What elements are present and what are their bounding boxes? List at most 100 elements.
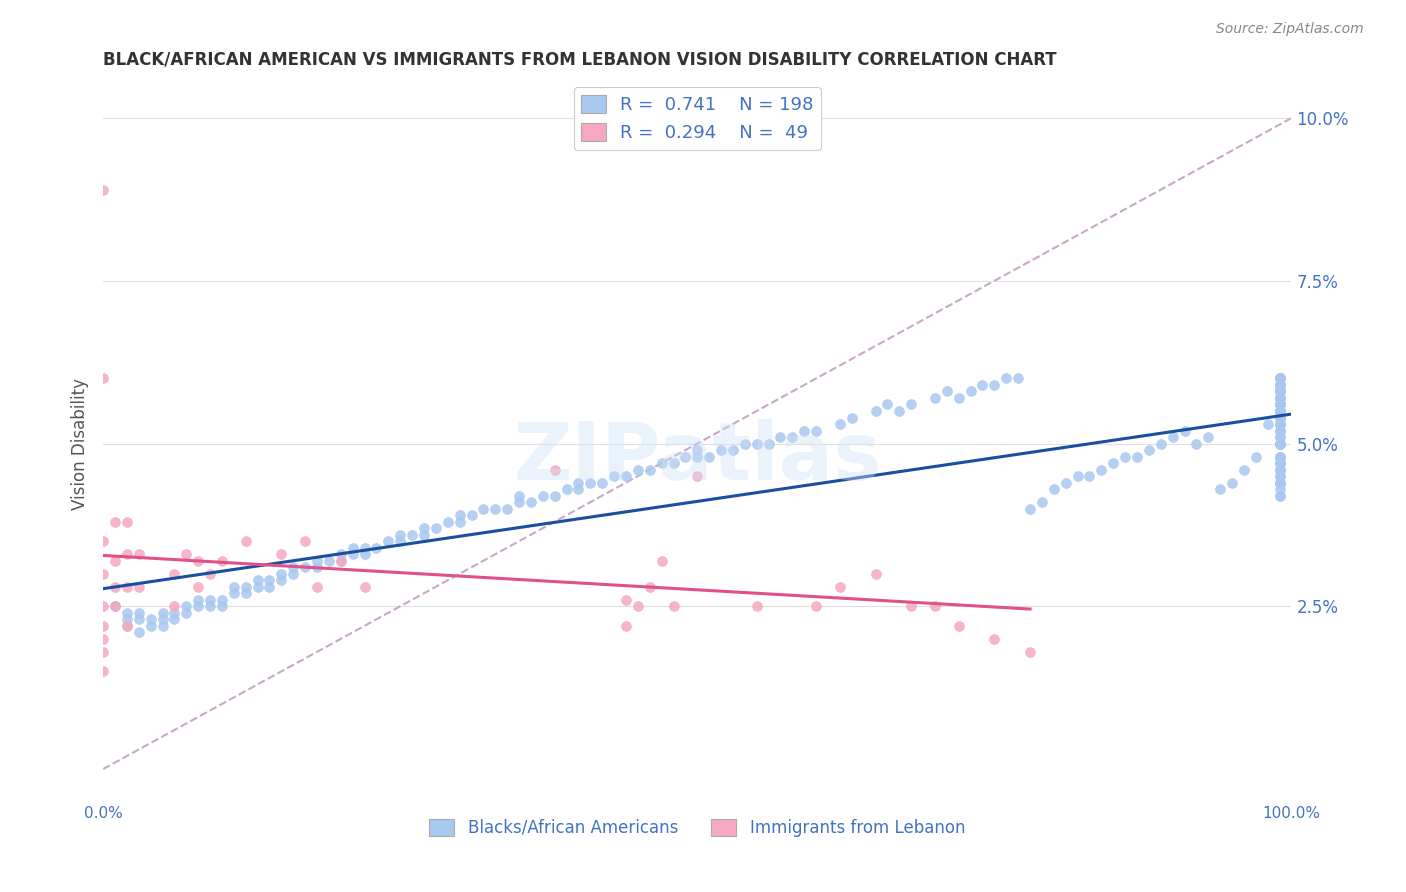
Point bbox=[1268, 469, 1291, 483]
Point bbox=[1268, 456, 1291, 470]
Point bbox=[948, 619, 970, 633]
Point bbox=[614, 592, 637, 607]
Point bbox=[769, 430, 792, 444]
Point bbox=[1019, 501, 1042, 516]
Point bbox=[222, 580, 245, 594]
Point bbox=[1268, 410, 1291, 425]
Point bbox=[1268, 378, 1291, 392]
Point bbox=[782, 430, 804, 444]
Point bbox=[900, 397, 922, 411]
Point bbox=[294, 534, 316, 549]
Point bbox=[449, 515, 471, 529]
Point bbox=[128, 612, 150, 626]
Point bbox=[686, 450, 709, 464]
Point bbox=[1268, 404, 1291, 418]
Point bbox=[1268, 436, 1291, 450]
Point bbox=[1078, 469, 1101, 483]
Point bbox=[115, 515, 138, 529]
Point bbox=[235, 534, 257, 549]
Point bbox=[1268, 397, 1291, 411]
Point bbox=[638, 580, 661, 594]
Point bbox=[1268, 397, 1291, 411]
Point bbox=[793, 424, 815, 438]
Point bbox=[1268, 397, 1291, 411]
Point bbox=[1268, 475, 1291, 490]
Point bbox=[104, 580, 127, 594]
Point bbox=[1268, 456, 1291, 470]
Point bbox=[924, 391, 946, 405]
Point bbox=[1257, 417, 1279, 431]
Point bbox=[1209, 482, 1232, 496]
Point bbox=[697, 450, 720, 464]
Point bbox=[828, 580, 851, 594]
Point bbox=[163, 612, 186, 626]
Point bbox=[865, 404, 887, 418]
Point bbox=[1268, 475, 1291, 490]
Point bbox=[1268, 404, 1291, 418]
Point bbox=[139, 612, 162, 626]
Point bbox=[187, 580, 209, 594]
Point bbox=[627, 599, 650, 614]
Point bbox=[389, 527, 412, 541]
Point bbox=[1268, 482, 1291, 496]
Point bbox=[259, 574, 281, 588]
Point bbox=[377, 534, 399, 549]
Point bbox=[198, 599, 221, 614]
Point bbox=[1268, 436, 1291, 450]
Point bbox=[1268, 462, 1291, 476]
Y-axis label: Vision Disability: Vision Disability bbox=[72, 377, 89, 509]
Point bbox=[1268, 489, 1291, 503]
Point bbox=[1268, 450, 1291, 464]
Point bbox=[1054, 475, 1077, 490]
Point bbox=[176, 606, 198, 620]
Point bbox=[614, 469, 637, 483]
Point bbox=[163, 599, 186, 614]
Point bbox=[1268, 417, 1291, 431]
Point bbox=[1268, 475, 1291, 490]
Point bbox=[211, 599, 233, 614]
Point bbox=[472, 501, 495, 516]
Point bbox=[1268, 417, 1291, 431]
Point bbox=[1173, 424, 1195, 438]
Point bbox=[176, 547, 198, 561]
Point bbox=[614, 619, 637, 633]
Point bbox=[104, 599, 127, 614]
Point bbox=[745, 436, 768, 450]
Point bbox=[662, 456, 685, 470]
Point bbox=[1268, 371, 1291, 385]
Point bbox=[283, 560, 305, 574]
Point bbox=[115, 619, 138, 633]
Point bbox=[1268, 371, 1291, 385]
Point bbox=[353, 541, 375, 555]
Point bbox=[1197, 430, 1219, 444]
Point bbox=[1268, 489, 1291, 503]
Point bbox=[935, 384, 957, 399]
Point bbox=[211, 592, 233, 607]
Point bbox=[91, 566, 114, 581]
Point bbox=[1114, 450, 1136, 464]
Point bbox=[1268, 410, 1291, 425]
Point bbox=[91, 183, 114, 197]
Point bbox=[520, 495, 543, 509]
Point bbox=[176, 599, 198, 614]
Point bbox=[603, 469, 626, 483]
Point bbox=[198, 566, 221, 581]
Point bbox=[1244, 450, 1267, 464]
Text: ZIPatlas: ZIPatlas bbox=[513, 419, 882, 497]
Point bbox=[115, 547, 138, 561]
Point bbox=[413, 527, 436, 541]
Point bbox=[496, 501, 519, 516]
Point bbox=[305, 560, 328, 574]
Point bbox=[983, 378, 1005, 392]
Point bbox=[1268, 378, 1291, 392]
Point bbox=[828, 417, 851, 431]
Point bbox=[163, 566, 186, 581]
Point bbox=[1268, 469, 1291, 483]
Point bbox=[1268, 391, 1291, 405]
Point bbox=[128, 580, 150, 594]
Point bbox=[710, 443, 733, 458]
Point bbox=[673, 450, 696, 464]
Point bbox=[329, 547, 352, 561]
Point bbox=[401, 527, 423, 541]
Point bbox=[686, 443, 709, 458]
